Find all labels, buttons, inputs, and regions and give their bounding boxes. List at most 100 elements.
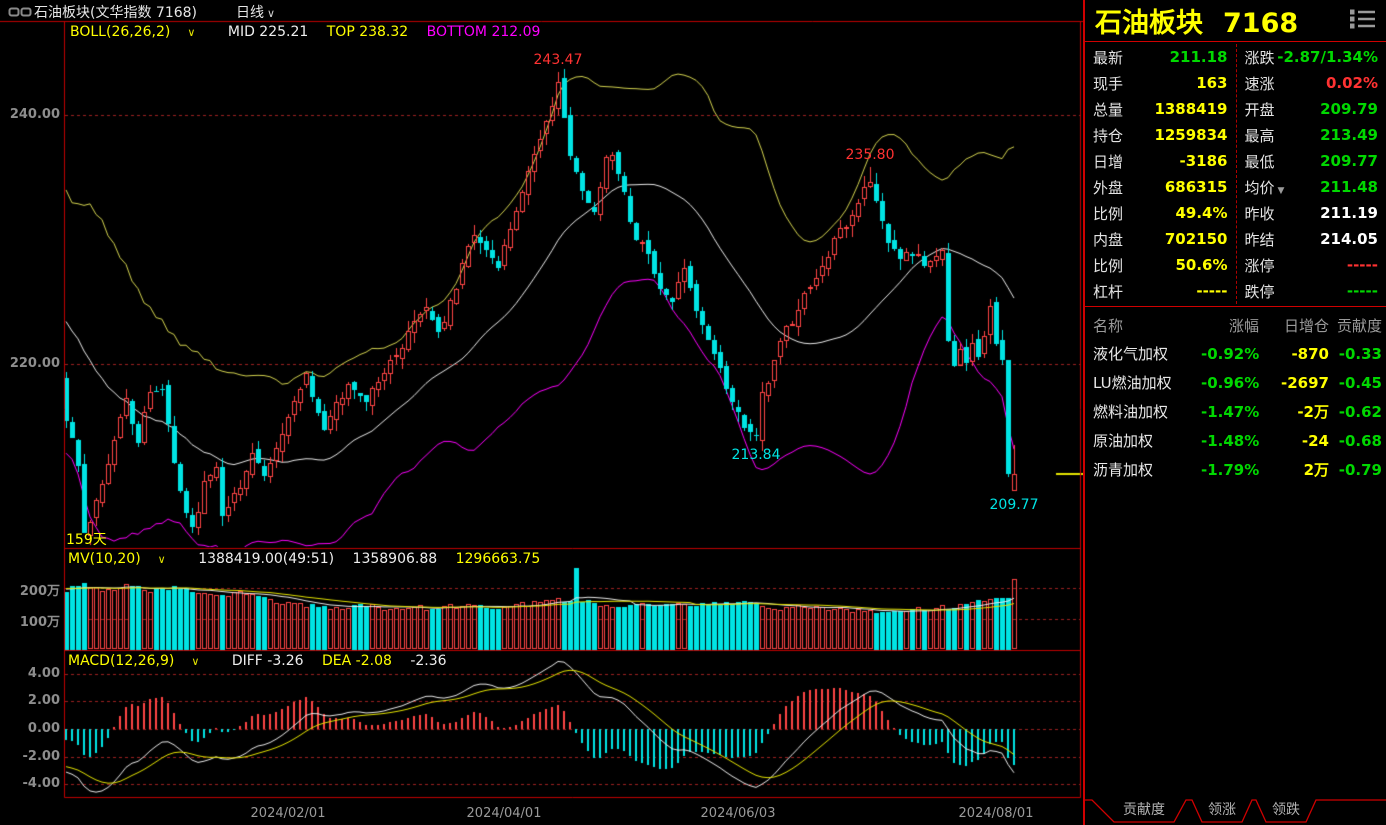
quote-value: ----- xyxy=(1346,256,1378,274)
chevron-down-icon: ∨ xyxy=(267,7,276,20)
chevron-down-icon: ∨ xyxy=(187,26,196,39)
quote-row[interactable]: 总量 1388419 xyxy=(1093,96,1228,122)
quote-row[interactable]: 涨跌 -2.87/1.34% xyxy=(1245,44,1379,70)
quote-column-left: 最新 211.18 现手 163 总量 1388419 持仓 1259834 日增 -3186 外盘… xyxy=(1085,44,1236,304)
boll-indicator-label[interactable]: BOLL(26,26,2) ∨ xyxy=(70,24,196,40)
quote-label: 比例 xyxy=(1093,256,1124,275)
quote-row[interactable]: 均价 ▼ 211.48 xyxy=(1245,174,1379,200)
macd-header[interactable]: MACD(12,26,9) ∨ DIFF -3.26 DEA -2.08 -2.3… xyxy=(68,653,461,669)
volume-axis-tick: 100万 xyxy=(19,615,60,630)
component-oi-change: -24 xyxy=(1301,431,1329,450)
price-axis-tick: 220.00 xyxy=(9,356,60,371)
quote-row[interactable]: 杠杆 ----- xyxy=(1093,278,1228,304)
x-axis-label: 2024/06/03 xyxy=(700,806,776,821)
quote-row[interactable]: 跌停 ----- xyxy=(1245,278,1379,304)
component-change: -1.79% xyxy=(1201,460,1260,479)
quote-column-right: 涨跌 -2.87/1.34% 速涨 0.02% 开盘 209.79 最高 213.49 最低 20… xyxy=(1235,44,1386,304)
quote-label: 昨结 xyxy=(1244,230,1275,249)
components-header-cell: 名称 xyxy=(1093,317,1124,335)
component-contribution: -0.68 xyxy=(1338,431,1382,450)
mv-indicator-label[interactable]: MV(10,20) ∨ xyxy=(68,551,166,567)
component-contribution: -0.62 xyxy=(1338,402,1382,421)
tab-leading-gainers[interactable]: 领涨 xyxy=(1208,802,1236,818)
quote-value: 214.05 xyxy=(1320,230,1378,248)
volume-axis-tick: 200万 xyxy=(19,584,60,599)
quote-value: 211.18 xyxy=(1169,48,1228,66)
macd-dea-value: DEA -2.08 xyxy=(322,653,392,669)
component-row[interactable]: LU燃油加权 -0.96% -2697 -0.45 xyxy=(1093,368,1382,397)
quote-row[interactable]: 内盘 702150 xyxy=(1093,226,1228,252)
quote-row[interactable]: 开盘 209.79 xyxy=(1245,96,1379,122)
component-change: -1.48% xyxy=(1201,431,1260,450)
quote-row[interactable]: 比例 50.6% xyxy=(1093,252,1228,278)
quote-row[interactable]: 外盘 686315 xyxy=(1093,174,1228,200)
quote-value: 50.6% xyxy=(1175,256,1228,274)
mv-ma10-value: 1358906.88 xyxy=(352,551,438,567)
quote-value: 702150 xyxy=(1164,230,1228,248)
macd-diff-value: DIFF -3.26 xyxy=(231,653,304,669)
quote-value: 209.77 xyxy=(1320,152,1378,170)
quote-value: ----- xyxy=(1346,282,1378,300)
instrument-title: 石油板块 7168 xyxy=(1095,1,1298,40)
quote-label: 均价 ▼ xyxy=(1244,178,1285,197)
quote-value: 211.48 xyxy=(1320,178,1378,196)
quote-row[interactable]: 昨收 211.19 xyxy=(1245,200,1379,226)
quote-label: 涨跌 xyxy=(1244,48,1275,67)
quote-label: 现手 xyxy=(1093,74,1124,93)
macd-indicator-label[interactable]: MACD(12,26,9) ∨ xyxy=(68,653,200,669)
quote-label: 总量 xyxy=(1093,100,1124,119)
list-menu-icon[interactable] xyxy=(1350,9,1376,29)
quote-value: ----- xyxy=(1196,282,1228,300)
mv-ma20-value: 1296663.75 xyxy=(455,551,541,567)
quote-value: 213.49 xyxy=(1320,126,1378,144)
macd-axis-tick: -2.00 xyxy=(22,748,60,764)
quote-row[interactable]: 速涨 0.02% xyxy=(1245,70,1379,96)
component-name: 原油加权 xyxy=(1093,432,1154,450)
mv-current-value: 1388419.00(49:51) xyxy=(198,551,335,567)
quote-value: -3186 xyxy=(1179,152,1228,170)
quote-row[interactable]: 比例 49.4% xyxy=(1093,200,1228,226)
link-icon[interactable] xyxy=(8,6,32,18)
price-annotation: 243.47 xyxy=(533,51,583,68)
bottom-tab-strip: 贡献度 领涨 领跌 xyxy=(1085,790,1386,825)
components-header-cell: 日增仓 xyxy=(1283,317,1329,335)
divider xyxy=(1085,306,1386,307)
quote-panel: 石油板块 7168 最新 211.18 现手 163 总量 1388419 持仓 1259834… xyxy=(1083,0,1386,825)
quote-row[interactable]: 最低 209.77 xyxy=(1245,148,1379,174)
triangle-down-icon: ▼ xyxy=(1277,185,1285,196)
kline-chart-canvas[interactable] xyxy=(0,0,1083,825)
quote-row[interactable]: 现手 163 xyxy=(1093,70,1228,96)
quote-row[interactable]: 昨结 214.05 xyxy=(1245,226,1379,252)
component-change: -0.92% xyxy=(1201,344,1260,363)
component-name: 燃料油加权 xyxy=(1093,403,1169,421)
component-oi-change: -870 xyxy=(1291,344,1329,363)
component-row[interactable]: 沥青加权 -1.79% 2万 -0.79 xyxy=(1093,455,1382,484)
macd-extra-value: -2.36 xyxy=(410,653,447,669)
quote-label: 最新 xyxy=(1093,48,1124,67)
macd-axis-tick: -4.00 xyxy=(22,776,60,792)
quote-value: 1388419 xyxy=(1154,100,1228,118)
tab-leading-losers[interactable]: 领跌 xyxy=(1272,802,1300,818)
quote-row[interactable]: 涨停 ----- xyxy=(1245,252,1379,278)
boll-bottom-value: BOTTOM 212.09 xyxy=(426,24,541,40)
instrument-name: 石油板块 xyxy=(1095,8,1203,39)
boll-header[interactable]: BOLL(26,26,2) ∨ MID 225.21 TOP 238.32 BOT… xyxy=(70,24,554,40)
quote-value: 209.79 xyxy=(1320,100,1378,118)
quote-row[interactable]: 最高 213.49 xyxy=(1245,122,1379,148)
component-row[interactable]: 液化气加权 -0.92% -870 -0.33 xyxy=(1093,339,1382,368)
component-row[interactable]: 原油加权 -1.48% -24 -0.68 xyxy=(1093,426,1382,455)
component-row[interactable]: 燃料油加权 -1.47% -2万 -0.62 xyxy=(1093,397,1382,426)
quote-label: 最高 xyxy=(1244,126,1275,145)
x-axis-label: 2024/04/01 xyxy=(466,806,542,821)
tab-contribution[interactable]: 贡献度 xyxy=(1123,802,1165,818)
components-header-row: 名称 涨幅 日增仓 贡献度 xyxy=(1093,312,1382,339)
quote-row[interactable]: 日增 -3186 xyxy=(1093,148,1228,174)
component-contribution: -0.33 xyxy=(1338,344,1382,363)
price-annotation: 209.77 xyxy=(989,497,1039,514)
period-selector[interactable]: 日线 ∨ xyxy=(236,2,275,22)
mv-header[interactable]: MV(10,20) ∨ 1388419.00(49:51) 1358906.88 … xyxy=(68,551,554,567)
quote-row[interactable]: 持仓 1259834 xyxy=(1093,122,1228,148)
days-count-label: 159天 xyxy=(66,532,107,548)
quote-row[interactable]: 最新 211.18 xyxy=(1093,44,1228,70)
